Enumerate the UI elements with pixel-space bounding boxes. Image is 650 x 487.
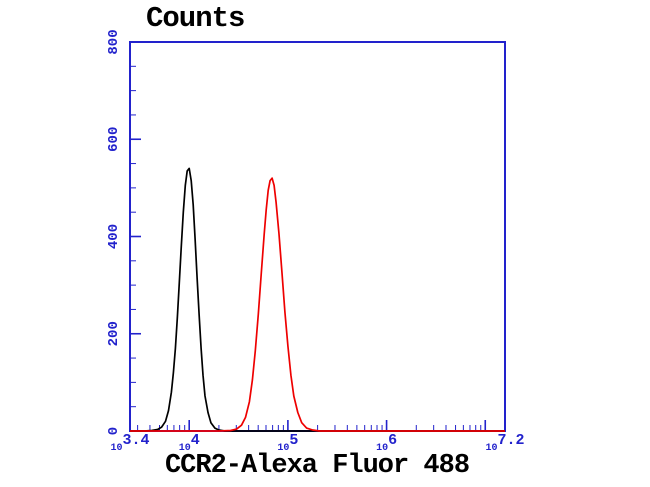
x-tick-label: 104 [179, 432, 200, 454]
x-axis-label: CCR2-Alexa Fluor 488 [164, 451, 470, 481]
x-tick-label: 103.4 [110, 432, 149, 454]
y-tick-label: 0 [106, 427, 122, 435]
x-tick-label: 105 [277, 432, 298, 454]
plot-frame [129, 41, 506, 432]
x-tick-label: 106 [376, 432, 397, 454]
y-tick-label: 600 [106, 127, 122, 152]
control-histogram-black [130, 167, 505, 432]
y-tick-label: 400 [106, 224, 122, 249]
ccr2-histogram-red [130, 177, 505, 432]
y-tick-label: 200 [106, 321, 122, 346]
x-tick-label: 107.2 [485, 432, 524, 454]
y-tick-label: 800 [106, 29, 122, 54]
chart-title: Counts [146, 2, 245, 35]
